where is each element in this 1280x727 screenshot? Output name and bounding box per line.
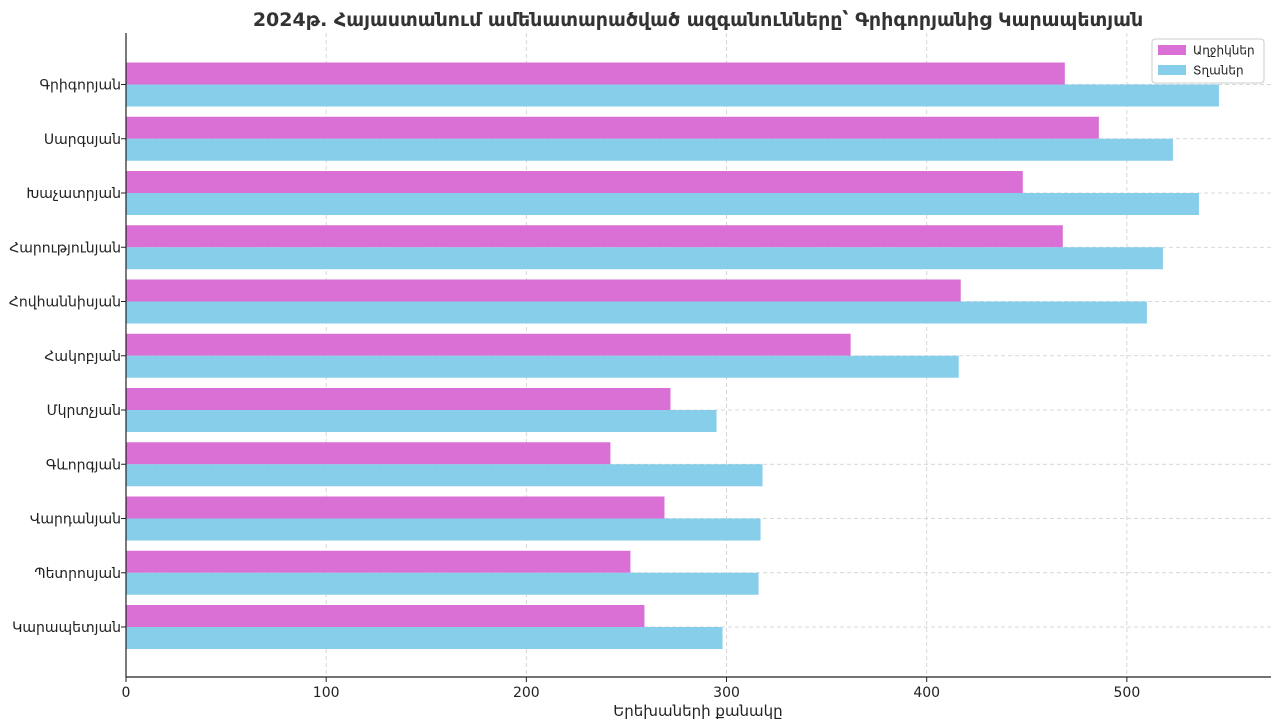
legend-swatch-girls xyxy=(1158,45,1186,55)
x-tick-label: 100 xyxy=(313,685,340,701)
y-tick-label: Հովհաննիսյան xyxy=(9,295,121,311)
bar-boys xyxy=(126,627,723,649)
y-tick-label: Սարգսյան xyxy=(44,132,121,148)
x-tick-label: 300 xyxy=(713,685,740,701)
chart-title: 2024թ. Հայաստանում ամենատարածված ազգանու… xyxy=(253,9,1143,31)
x-tick-label: 500 xyxy=(1114,685,1141,701)
legend: Աղջիկներ Տղաներ xyxy=(1151,38,1265,84)
bar-girls xyxy=(126,388,671,410)
x-tick-label: 200 xyxy=(513,685,540,701)
legend-label-boys: Տղաներ xyxy=(1193,64,1244,78)
x-tick-label: 0 xyxy=(122,685,131,701)
bar-boys xyxy=(126,138,1173,161)
bar-boys xyxy=(126,84,1219,107)
bar-boys xyxy=(126,464,763,487)
bar-girls xyxy=(126,225,1063,248)
bar-boys xyxy=(126,572,759,595)
y-tick-label: Հարությունյան xyxy=(9,240,121,256)
bar-girls xyxy=(126,171,1023,193)
bar-boys xyxy=(126,193,1199,215)
bar-girls xyxy=(126,550,631,573)
y-tick-label: Պետրոսյան xyxy=(34,566,121,582)
bar-boys xyxy=(126,518,761,541)
bar-girls xyxy=(126,496,665,519)
x-axis-label: Երեխաների քանակը xyxy=(613,702,782,720)
y-tick-label: Կարապետյան xyxy=(12,620,121,636)
axes xyxy=(125,33,1271,678)
bar-girls xyxy=(126,333,851,356)
bar-boys xyxy=(126,410,717,432)
y-tick-label: Վարդանյան xyxy=(30,512,121,528)
bar-girls xyxy=(126,442,611,465)
bar-girls xyxy=(126,62,1065,85)
bar-boys xyxy=(126,247,1163,270)
bar-girls xyxy=(126,279,961,302)
legend-label-girls: Աղջիկներ xyxy=(1193,44,1255,58)
x-tick-label: 400 xyxy=(913,685,940,701)
y-tick-label: Գևորգյան xyxy=(46,457,121,473)
y-tick-label: Գրիգորյան xyxy=(39,78,121,94)
y-tick-label: Խաչատրյան xyxy=(26,186,121,202)
y-tick-label: Հակոբյան xyxy=(44,349,121,365)
bars xyxy=(126,62,1219,649)
bar-boys xyxy=(126,301,1147,324)
y-tick-label: Մկրտչյան xyxy=(47,403,121,419)
bar-girls xyxy=(126,116,1099,139)
tick-labels: 0 100 200 300 400 500 Գրիգորյան Սարգսյան Խաչատրյ… xyxy=(9,78,1140,702)
bar-boys xyxy=(126,355,959,378)
legend-swatch-boys xyxy=(1158,65,1186,75)
bar-girls xyxy=(126,605,645,627)
